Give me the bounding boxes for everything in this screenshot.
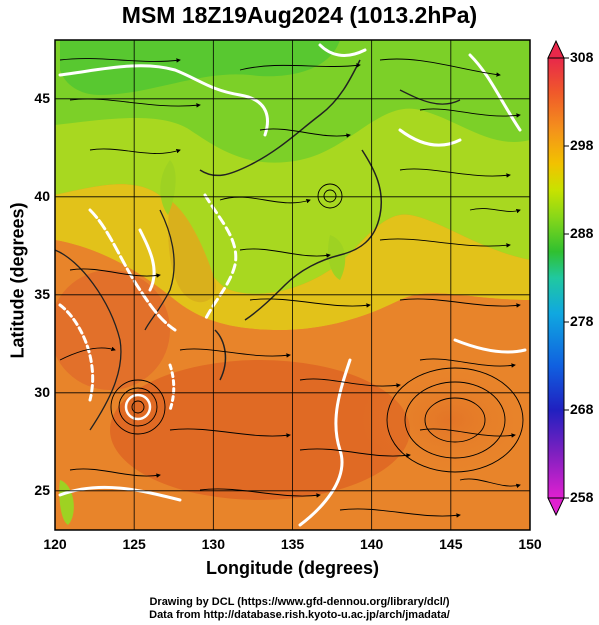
lon-tick-label: 140 <box>359 536 384 552</box>
colorbar <box>547 39 569 517</box>
colorbar-gradient <box>547 57 565 499</box>
y-axis-label: Latitude (degrees) <box>7 202 28 359</box>
colorbar-tick-label: 268 <box>570 401 594 417</box>
colorbar-tick-label: 288 <box>570 225 594 241</box>
lat-tick-label: 35 <box>34 285 50 302</box>
isotherm-contours <box>58 43 527 527</box>
colorbar-lower-arrow <box>547 497 565 517</box>
lon-tick-label: 125 <box>122 536 146 552</box>
lat-tick-label: 30 <box>34 383 50 400</box>
wind-streamlines <box>59 58 524 518</box>
colorbar-upper-arrow <box>547 39 565 59</box>
credit-drawing: Drawing by DCL (https://www.gfd-dennou.o… <box>149 596 450 608</box>
colorbar-tick-label: 298 <box>570 137 594 153</box>
colorbar-tick-label: 278 <box>570 313 594 329</box>
lon-tick-label: 135 <box>280 536 305 552</box>
temperature-field <box>55 40 530 530</box>
plot-frame <box>54 39 531 531</box>
map-title: MSM 18Z19Aug2024 (1013.2hPa) <box>121 2 478 28</box>
colorbar-tick-label: 258 <box>570 489 594 505</box>
typhoon-contour <box>124 393 152 421</box>
lat-tick-label: 25 <box>34 481 50 498</box>
lat-tick-label: 45 <box>34 89 50 106</box>
lat-tick-label: 40 <box>34 187 50 204</box>
lon-tick-label: 130 <box>201 536 225 552</box>
lon-tick-label: 145 <box>439 536 463 552</box>
credit-data: Data from http://database.rish.kyoto-u.a… <box>149 609 450 621</box>
colorbar-tick-label: 308 <box>570 49 594 65</box>
lon-tick-label: 120 <box>43 536 67 552</box>
x-axis-label: Longitude (degrees) <box>205 558 379 578</box>
credits: Drawing by DCL (https://www.gfd-dennou.o… <box>0 596 599 622</box>
lon-tick-label: 150 <box>518 536 542 552</box>
